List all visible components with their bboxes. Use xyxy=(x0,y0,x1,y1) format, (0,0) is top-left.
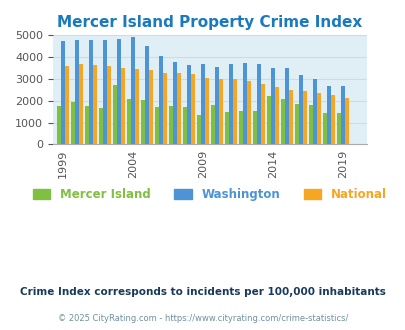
Bar xyxy=(182,107,186,145)
Bar xyxy=(336,113,340,145)
Bar xyxy=(232,79,236,145)
Bar xyxy=(120,68,124,145)
Bar xyxy=(57,106,60,145)
Bar xyxy=(266,96,270,145)
Bar xyxy=(260,84,264,145)
Bar xyxy=(210,105,214,145)
Text: © 2025 CityRating.com - https://www.cityrating.com/crime-statistics/: © 2025 CityRating.com - https://www.city… xyxy=(58,314,347,323)
Bar xyxy=(228,64,232,145)
Bar xyxy=(256,64,260,145)
Bar xyxy=(238,111,242,145)
Bar xyxy=(284,68,288,145)
Bar xyxy=(224,112,228,145)
Bar xyxy=(134,69,138,145)
Bar xyxy=(172,61,176,145)
Bar xyxy=(214,67,218,145)
Bar xyxy=(75,40,79,145)
Bar xyxy=(126,99,130,145)
Bar xyxy=(85,106,88,145)
Bar xyxy=(326,86,330,145)
Legend: Mercer Island, Washington, National: Mercer Island, Washington, National xyxy=(28,183,390,206)
Bar xyxy=(330,95,334,145)
Bar xyxy=(88,40,92,145)
Bar xyxy=(280,99,284,145)
Bar xyxy=(302,91,306,145)
Bar xyxy=(186,65,190,145)
Bar xyxy=(79,64,82,145)
Bar xyxy=(344,98,348,145)
Bar xyxy=(158,56,162,145)
Bar xyxy=(190,74,194,145)
Bar xyxy=(288,90,292,145)
Bar xyxy=(270,69,274,145)
Bar xyxy=(162,73,166,145)
Bar xyxy=(92,65,96,145)
Bar xyxy=(64,66,68,145)
Bar xyxy=(204,78,208,145)
Bar xyxy=(107,66,110,145)
Bar xyxy=(102,40,107,145)
Bar xyxy=(312,79,316,145)
Bar xyxy=(246,81,250,145)
Bar xyxy=(200,64,204,145)
Bar xyxy=(113,84,116,145)
Bar xyxy=(98,108,102,145)
Bar xyxy=(294,104,298,145)
Bar xyxy=(168,106,172,145)
Bar xyxy=(196,115,200,145)
Bar xyxy=(218,79,222,145)
Bar xyxy=(298,75,302,145)
Bar xyxy=(154,107,158,145)
Bar xyxy=(70,102,75,145)
Bar xyxy=(242,63,246,145)
Bar xyxy=(141,100,144,145)
Bar xyxy=(116,39,120,145)
Bar xyxy=(148,71,152,145)
Bar xyxy=(316,93,320,145)
Bar xyxy=(60,41,64,145)
Bar xyxy=(340,86,344,145)
Text: Crime Index corresponds to incidents per 100,000 inhabitants: Crime Index corresponds to incidents per… xyxy=(20,287,385,297)
Bar xyxy=(252,111,256,145)
Bar xyxy=(176,73,180,145)
Bar xyxy=(308,105,312,145)
Bar xyxy=(144,47,148,145)
Bar xyxy=(130,37,134,145)
Title: Mercer Island Property Crime Index: Mercer Island Property Crime Index xyxy=(57,15,361,30)
Bar xyxy=(274,87,278,145)
Bar xyxy=(322,113,326,145)
